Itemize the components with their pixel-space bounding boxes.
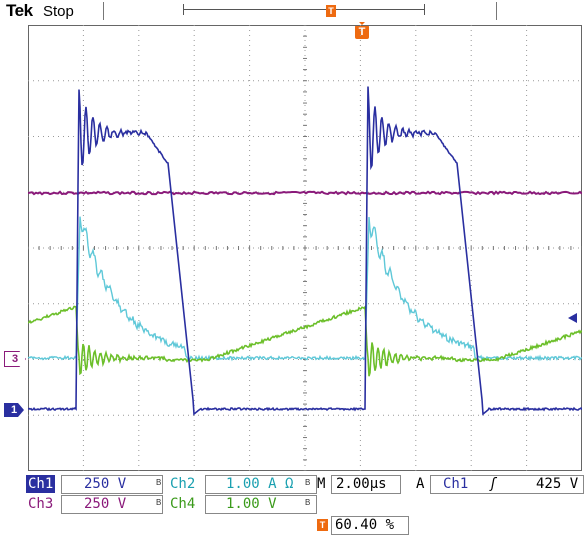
ch3-scale-box[interactable]: 250 V B <box>61 495 163 514</box>
waveform-traces <box>28 86 582 416</box>
timebase-prefix: M <box>317 476 326 492</box>
trigger-mode: A <box>416 476 425 492</box>
ch2-trace <box>28 216 582 363</box>
ch3-trace <box>28 190 582 196</box>
ch3-ground-marker[interactable]: 3 <box>4 351 26 367</box>
ch4-scale: 1.00 V <box>226 496 277 512</box>
trigger-readout-box[interactable]: Ch1 ʃ 425 V <box>430 475 584 494</box>
ch3-scale: 250 V <box>84 496 127 512</box>
trigger-slope-icon: ʃ <box>489 476 498 492</box>
waveform-display[interactable] <box>28 25 582 471</box>
trigger-source: Ch1 <box>443 476 469 492</box>
trigger-time-marker-icon[interactable]: T <box>355 25 369 39</box>
trigger-position-readout-icon: T <box>317 519 328 531</box>
trigger-position-box[interactable]: 60.40 % <box>331 516 409 535</box>
status-bar: Tek Stop T <box>0 0 587 22</box>
trigger-position-value: 60.40 % <box>335 517 395 533</box>
record-length-bar <box>183 9 425 10</box>
ch3-label[interactable]: Ch3 <box>28 496 54 512</box>
bw-limit-icon: B <box>305 498 311 507</box>
ch2-scale-box[interactable]: 1.00 A Ω B <box>205 475 317 494</box>
timebase-value: 2.00µs <box>336 476 387 492</box>
bw-limit-icon: B <box>156 498 162 507</box>
trigger-level-marker-icon[interactable] <box>568 313 577 323</box>
ch2-scale: 1.00 A Ω <box>226 476 294 492</box>
brand-logo: Tek <box>6 1 33 20</box>
ch4-label[interactable]: Ch4 <box>170 496 196 512</box>
trigger-marker-pointer <box>359 22 365 25</box>
graticule <box>28 25 582 471</box>
acquisition-state: Stop <box>43 3 74 20</box>
ch1-scale: 250 V <box>84 476 127 492</box>
trigger-level: 425 V <box>536 476 579 492</box>
ch2-label[interactable]: Ch2 <box>170 476 196 492</box>
bw-limit-icon: B <box>156 478 162 487</box>
ch1-label[interactable]: Ch1 <box>26 475 56 493</box>
ch1-scale-box[interactable]: 250 V B <box>61 475 163 494</box>
divider <box>496 2 497 20</box>
timebase-box[interactable]: 2.00µs <box>331 475 401 494</box>
ch1-ground-marker[interactable]: 1 <box>4 403 24 417</box>
ch1-trace <box>28 86 582 416</box>
trigger-position-icon[interactable]: T <box>326 5 336 17</box>
record-bar-right-edge <box>424 4 425 15</box>
divider <box>103 2 104 20</box>
record-bar-left-edge <box>183 4 184 15</box>
ch4-scale-box[interactable]: 1.00 V B <box>205 495 317 514</box>
bw-limit-icon: B <box>305 478 311 487</box>
ch4-trace <box>28 304 582 377</box>
